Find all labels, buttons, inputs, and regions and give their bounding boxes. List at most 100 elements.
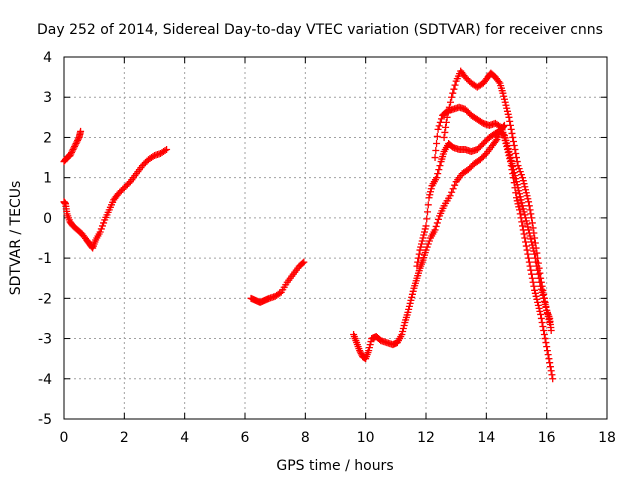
data-point-interp [418, 237, 426, 245]
data-point-interp [545, 315, 553, 323]
data-point-interp [435, 122, 443, 130]
data-point-interp [442, 123, 450, 131]
x-tick-label: 2 [120, 430, 129, 446]
data-point-interp [399, 328, 407, 336]
data-point-interp [496, 122, 504, 130]
data-point-interp [533, 295, 541, 303]
data-point-interp [526, 232, 534, 240]
data-point-interp [535, 304, 543, 312]
x-tick-label: 8 [301, 430, 310, 446]
data-point-interp [535, 264, 543, 272]
data-point [433, 174, 441, 182]
data-point-interp [409, 287, 417, 295]
data-point-interp [509, 163, 517, 171]
data-point-interp [68, 149, 76, 157]
data-point-interp [508, 166, 516, 174]
data-point-interp [504, 110, 512, 118]
data-point [537, 274, 545, 282]
data-point-interp [421, 225, 429, 233]
data-point-interp [408, 290, 416, 298]
data-point-interp [424, 240, 432, 248]
y-tick-label: -5 [38, 412, 52, 428]
data-point [69, 146, 77, 154]
data-point-interp [534, 259, 542, 267]
data-point-interp [433, 132, 441, 140]
data-point-interp [520, 180, 528, 188]
data-point-interp [424, 208, 432, 216]
data-point-interp [423, 215, 431, 223]
data-point [476, 156, 484, 164]
data-point-interp [450, 85, 458, 93]
x-tick-label: 18 [598, 430, 616, 446]
y-tick-label: 2 [43, 130, 52, 146]
data-point-interp [74, 136, 82, 144]
data-point [416, 246, 424, 254]
data-point-interp [475, 144, 483, 152]
data-point [464, 166, 472, 174]
data-point-interp [449, 185, 457, 193]
data-point-interp [423, 243, 431, 251]
data-point [422, 246, 430, 254]
data-point [365, 347, 373, 355]
data-point-interp [519, 177, 527, 185]
data-point-interp [541, 298, 549, 306]
data-point [422, 222, 430, 230]
data-point-interp [367, 338, 375, 346]
data-point-interp [141, 159, 149, 167]
data-point [72, 139, 80, 147]
data-point [461, 73, 469, 81]
series-segment-1 [60, 127, 85, 166]
data-point-interp [543, 347, 551, 355]
data-point [66, 152, 74, 160]
data-point [519, 174, 527, 182]
data-point-interp [527, 266, 535, 274]
data-point-interp [513, 154, 520, 162]
data-point-interp [466, 164, 474, 172]
data-point-interp [406, 299, 414, 307]
data-point-interp [509, 133, 517, 141]
data-point-interp [526, 206, 534, 214]
data-point [404, 308, 412, 316]
data-point-interp [520, 230, 528, 238]
data-point-interp [519, 205, 527, 213]
data-point-interp [515, 203, 523, 211]
y-tick-label: 0 [43, 211, 52, 227]
x-tick-label: 16 [538, 430, 556, 446]
data-point-interp [509, 137, 517, 145]
data-point-interp [512, 189, 520, 197]
data-point-interp [117, 187, 125, 195]
x-tick-label: 12 [417, 430, 435, 446]
data-point [537, 310, 545, 318]
data-point-interp [276, 289, 284, 297]
data-point [461, 105, 469, 113]
data-point [543, 306, 551, 314]
data-point-interp [503, 104, 511, 112]
data-point-interp [405, 305, 413, 313]
data-point-interp [532, 244, 540, 252]
data-point-interp [161, 147, 169, 155]
data-point-interp [542, 302, 550, 310]
chart-title: Day 252 of 2014, Sidereal Day-to-day VTE… [37, 22, 603, 38]
data-point-interp [525, 258, 533, 266]
data-point-interp [537, 314, 545, 322]
data-point [473, 146, 481, 154]
data-point-interp [501, 98, 509, 106]
data-point-interp [463, 107, 471, 115]
y-tick-label: 4 [43, 50, 52, 66]
y-tick-label: -1 [38, 251, 52, 267]
data-point [413, 262, 421, 270]
data-point [419, 234, 427, 242]
data-point-interp [424, 201, 432, 209]
data-point-interp [537, 285, 545, 293]
x-axis-label: GPS time / hours [276, 458, 393, 474]
data-point [96, 228, 104, 236]
data-point [440, 133, 448, 141]
data-point-interp [543, 309, 551, 317]
data-point-interp [467, 163, 475, 171]
data-point [540, 290, 548, 298]
y-tick-label: 1 [43, 171, 52, 187]
data-point [519, 222, 527, 230]
data-point-interp [433, 219, 441, 227]
data-point-interp [511, 184, 519, 192]
data-point-interp [522, 217, 530, 225]
